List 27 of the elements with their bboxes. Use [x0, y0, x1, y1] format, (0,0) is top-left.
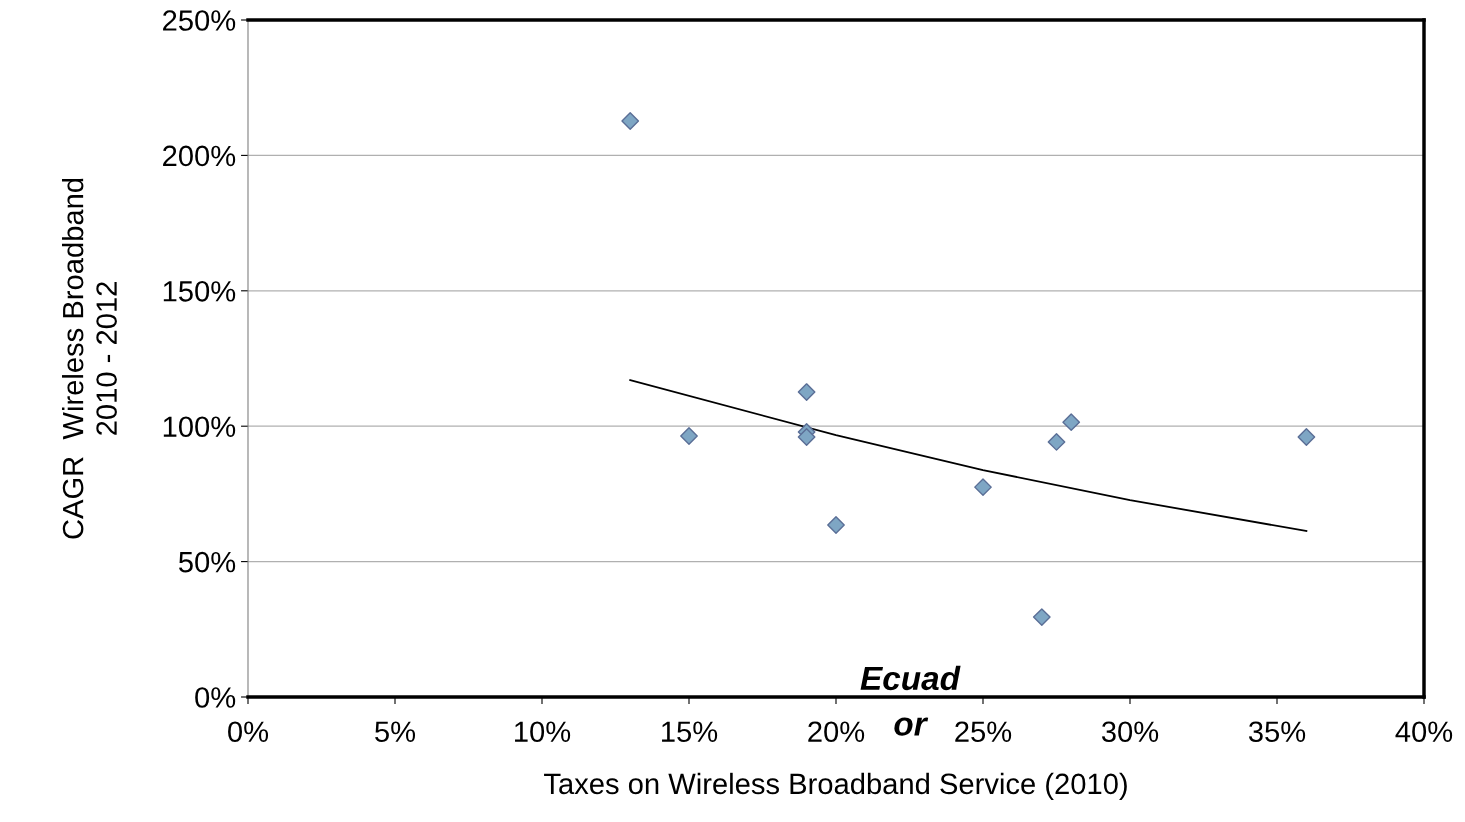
point — [1047, 432, 1066, 451]
x-tick-label: 0% — [228, 721, 269, 743]
point — [827, 516, 845, 534]
y-tick-label: 250% — [163, 10, 236, 31]
y-tick-label: 100% — [163, 416, 236, 438]
x-tick-label: 25% — [955, 721, 1012, 743]
point — [1032, 608, 1051, 627]
point — [797, 383, 816, 401]
x-tick-label: 5% — [375, 721, 416, 743]
y-tick-label: 50% — [178, 551, 236, 573]
y-axis-title: CAGR Wireless Broadband 2010 - 2012 — [61, 178, 117, 539]
point — [797, 428, 816, 446]
x-tick-label: 40% — [1395, 721, 1453, 743]
point — [1062, 413, 1081, 432]
x-tick-label: 35% — [1248, 721, 1306, 743]
point — [1297, 428, 1316, 446]
y-tick-label: 150% — [163, 281, 236, 302]
point — [974, 478, 992, 497]
line-series — [629, 379, 1308, 532]
point — [680, 427, 698, 445]
y-tick-label: 200% — [163, 145, 236, 167]
y-tick-label: 0% — [195, 687, 236, 708]
point — [621, 112, 640, 130]
x-axis-title: Taxes on Wireless Broadband Service (2010) — [544, 772, 1127, 800]
x-tick-label: 10% — [515, 721, 571, 743]
x-tick-label: 15% — [662, 721, 718, 743]
x-tick-label: 30% — [1101, 721, 1159, 743]
